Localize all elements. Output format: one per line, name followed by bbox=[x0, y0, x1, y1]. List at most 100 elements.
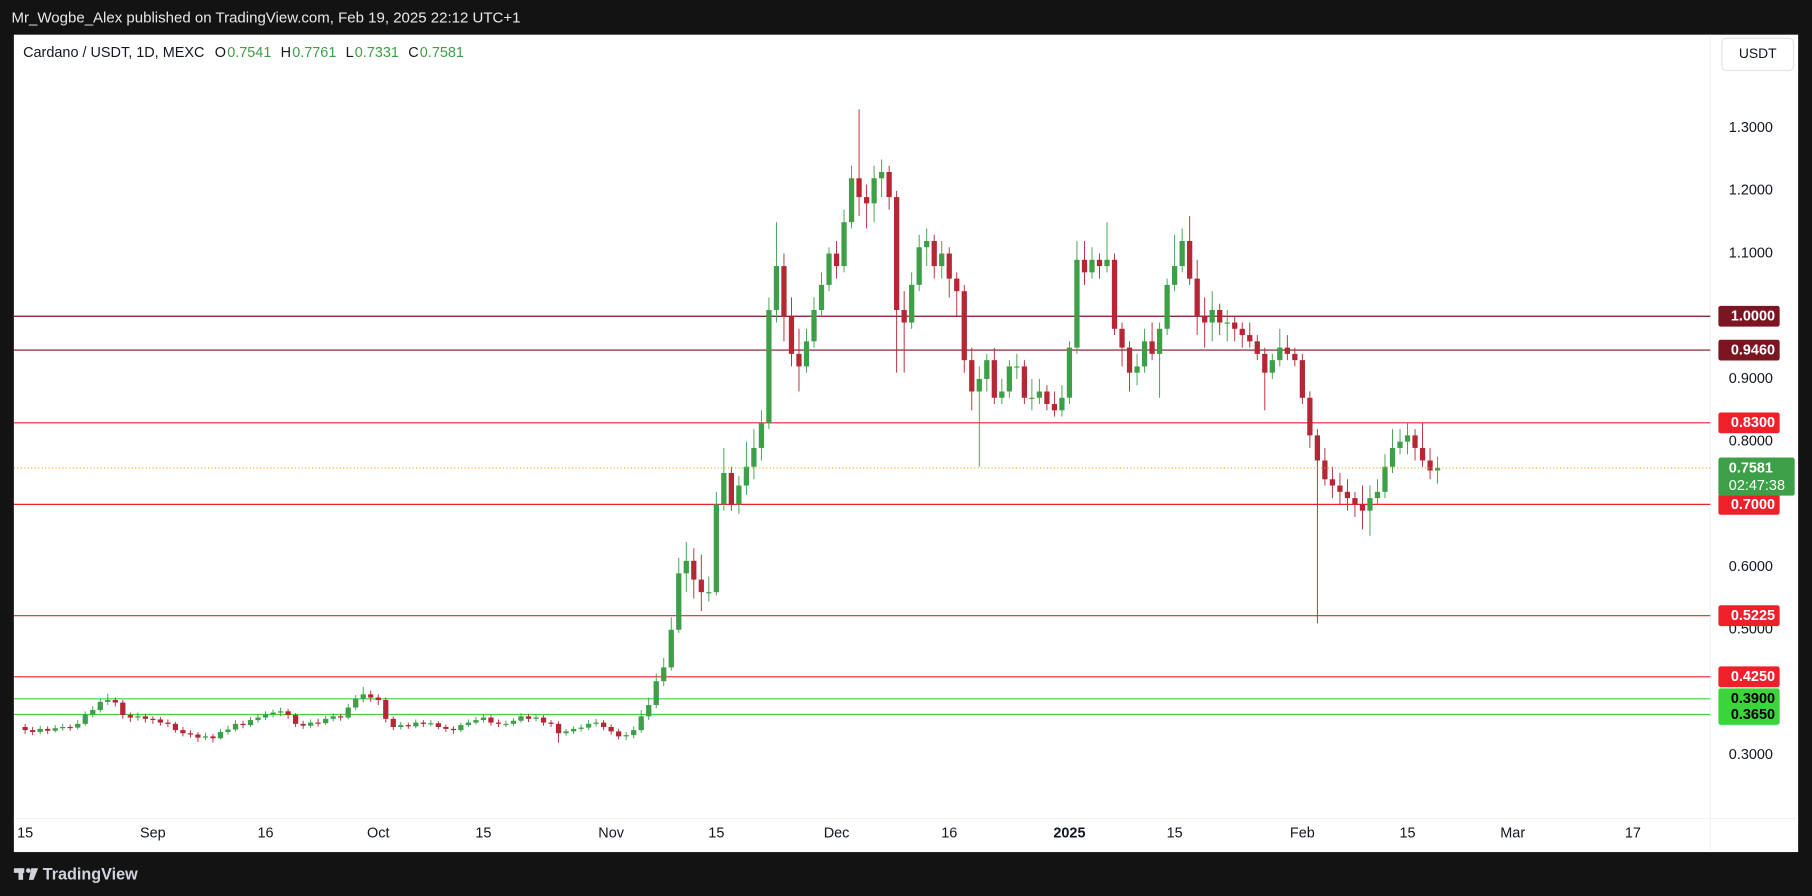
currency-label[interactable]: USDT bbox=[1739, 45, 1777, 61]
candle-body bbox=[1427, 460, 1433, 471]
candle-body bbox=[285, 711, 291, 716]
countdown-label: 02:47:38 bbox=[1729, 478, 1785, 494]
candle-body bbox=[300, 723, 306, 726]
candle-body bbox=[721, 473, 727, 505]
candle-body bbox=[811, 309, 817, 342]
candle-body bbox=[142, 716, 148, 719]
candle-body bbox=[1006, 366, 1012, 392]
candle-body bbox=[1337, 485, 1343, 492]
candle-body bbox=[1284, 347, 1290, 354]
candle-body bbox=[743, 466, 750, 486]
x-tick-label: Mar bbox=[1500, 825, 1525, 841]
candle-body bbox=[270, 712, 276, 715]
candle-body bbox=[1322, 460, 1328, 480]
candle-body bbox=[969, 360, 975, 392]
x-tick-label: 15 bbox=[475, 825, 491, 841]
candle-body bbox=[435, 723, 441, 727]
candle-body bbox=[1104, 259, 1110, 267]
candle-body bbox=[450, 728, 457, 731]
candle-body bbox=[533, 717, 539, 719]
candle-body bbox=[1404, 435, 1411, 442]
candle-body bbox=[1329, 479, 1336, 486]
candle-body bbox=[157, 719, 164, 723]
candle-body bbox=[1171, 266, 1178, 285]
candle-body bbox=[826, 253, 832, 285]
y-tick-label: 1.2000 bbox=[1729, 183, 1773, 199]
candle-body bbox=[383, 700, 389, 719]
candle-body bbox=[1412, 435, 1418, 448]
candle-body bbox=[225, 729, 231, 733]
candle-body bbox=[1254, 341, 1260, 354]
candle-body bbox=[210, 736, 216, 739]
candle-body bbox=[1382, 466, 1388, 492]
candle-body bbox=[1352, 498, 1358, 505]
candle-body bbox=[555, 723, 562, 734]
candle-body bbox=[428, 723, 434, 725]
candle-body bbox=[788, 316, 795, 354]
candle-body bbox=[187, 733, 194, 735]
candle-body bbox=[465, 722, 472, 726]
candle-body bbox=[1194, 278, 1200, 317]
candle-body bbox=[495, 722, 502, 724]
logo-slash bbox=[28, 868, 39, 880]
candle-body bbox=[330, 716, 336, 719]
candle-body bbox=[75, 723, 81, 728]
candle-body bbox=[315, 722, 321, 724]
brand-name: TradingView bbox=[43, 865, 138, 883]
level-label: 0.8300 bbox=[1731, 415, 1775, 431]
candle-body bbox=[52, 728, 58, 731]
candle-body bbox=[886, 172, 892, 198]
candle-body bbox=[1044, 391, 1050, 405]
publisher-line: Mr_Wogbe_Alex published on TradingView.c… bbox=[12, 9, 521, 26]
y-tick-label: 0.8000 bbox=[1729, 433, 1773, 449]
candle-body bbox=[458, 725, 464, 731]
level-label: 0.3900 bbox=[1731, 691, 1775, 707]
candle-body bbox=[473, 720, 479, 723]
level-label-box bbox=[1718, 493, 1780, 515]
candle-body bbox=[570, 728, 577, 732]
candle-body bbox=[1119, 328, 1125, 348]
candle-body bbox=[45, 728, 51, 731]
candle-body bbox=[691, 560, 697, 580]
candle-body bbox=[1367, 498, 1373, 511]
candle-body bbox=[105, 700, 111, 702]
candle-body bbox=[1134, 366, 1140, 373]
candle-body bbox=[112, 700, 118, 703]
legend-key: H bbox=[281, 45, 291, 61]
y-tick-label: 0.3000 bbox=[1729, 747, 1773, 763]
level-label: 0.4250 bbox=[1731, 669, 1775, 685]
candle-body bbox=[751, 447, 757, 467]
candle-body bbox=[1126, 347, 1133, 373]
candle-body bbox=[1014, 366, 1020, 368]
candle-body bbox=[97, 701, 103, 711]
candle-body bbox=[1179, 240, 1185, 267]
candle-body bbox=[277, 711, 284, 713]
candle-body bbox=[1051, 404, 1058, 411]
candle-body bbox=[22, 726, 28, 731]
candle-body bbox=[954, 278, 960, 292]
level-label: 0.9460 bbox=[1731, 342, 1775, 358]
candle-body bbox=[443, 726, 449, 729]
x-tick-label: 2025 bbox=[1053, 825, 1085, 841]
x-tick-label: 15 bbox=[1400, 825, 1416, 841]
candle-body bbox=[1164, 284, 1170, 329]
candle-body bbox=[1247, 335, 1253, 342]
candle-body bbox=[706, 592, 712, 594]
candle-body bbox=[232, 723, 239, 730]
candle-body bbox=[510, 720, 517, 724]
chart-area bbox=[13, 34, 1799, 853]
candle-body bbox=[202, 736, 209, 738]
candle-body bbox=[375, 697, 381, 701]
candle-body bbox=[1111, 259, 1118, 329]
level-label-box bbox=[1718, 305, 1780, 327]
candle-body bbox=[713, 504, 719, 593]
candle-body bbox=[623, 735, 629, 737]
level-label-box bbox=[1718, 666, 1780, 688]
legend-value: 0.7761 bbox=[292, 45, 336, 61]
candle-body bbox=[1359, 504, 1366, 511]
currency-button[interactable] bbox=[1721, 37, 1795, 72]
level-label-box bbox=[1718, 704, 1780, 725]
candle-body bbox=[601, 722, 607, 727]
y-tick-label: 1.1000 bbox=[1729, 245, 1773, 261]
